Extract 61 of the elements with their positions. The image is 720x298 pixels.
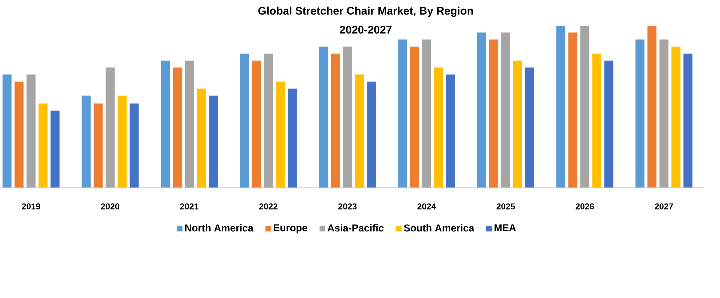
x-tick-label: 2026: [576, 204, 594, 210]
chart-title: Global Stretcher Chair Market, By Region: [258, 6, 474, 18]
chart-subtitle: 2020-2027: [340, 26, 392, 34]
legend-label: Asia-Pacific: [328, 224, 384, 232]
bar: [288, 88, 298, 188]
bar: [422, 40, 432, 188]
bar: [434, 68, 444, 188]
bar: [410, 46, 420, 188]
bar: [604, 60, 614, 188]
bar: [319, 46, 328, 188]
bar: [14, 82, 24, 188]
bar: [568, 32, 578, 188]
bar: [525, 68, 534, 188]
bar: [94, 104, 103, 188]
bar: [556, 26, 566, 188]
bar: [331, 54, 340, 188]
legend-label: Europe: [274, 224, 308, 234]
bar: [118, 96, 127, 188]
bar: [264, 54, 274, 188]
bar: [660, 40, 669, 188]
bar: [489, 40, 498, 188]
x-tick-label: 2025: [496, 204, 516, 210]
bar: [513, 60, 522, 188]
x-tick-label: 2020: [101, 204, 120, 210]
bar: [343, 46, 352, 188]
x-tick-label: 2024: [418, 204, 436, 210]
legend-label: South America: [404, 224, 475, 232]
bar: [185, 60, 194, 188]
bar: [276, 82, 286, 188]
bar: [446, 74, 456, 188]
bar: [26, 74, 36, 188]
bar: [355, 74, 364, 188]
x-tick-label: 2019: [22, 204, 40, 210]
bar: [2, 74, 12, 188]
bar: [648, 26, 657, 188]
bar: [173, 68, 182, 188]
x-tick-label: 2021: [180, 204, 199, 210]
bar: [197, 88, 206, 188]
bar: [636, 40, 645, 188]
x-tick-label: 2023: [338, 204, 357, 210]
bar: [161, 60, 170, 188]
x-tick-label: 2027: [655, 204, 674, 210]
bar: [477, 32, 486, 188]
bar: [38, 104, 48, 188]
bar: [672, 46, 681, 188]
bar: [580, 26, 590, 188]
bar: [82, 96, 91, 188]
bar: [50, 110, 60, 188]
legend-label: MEA: [494, 224, 516, 232]
bar: [130, 104, 139, 188]
bar: [209, 96, 218, 188]
bar: [592, 54, 602, 188]
x-tick-label: 2022: [259, 204, 278, 210]
bar: [367, 82, 376, 188]
legend-label: North America: [185, 224, 254, 232]
bar: [106, 68, 115, 188]
bar: [240, 54, 250, 188]
bar: [252, 60, 262, 188]
bar: [684, 54, 693, 188]
bar: [398, 40, 408, 188]
bar: [501, 32, 510, 188]
